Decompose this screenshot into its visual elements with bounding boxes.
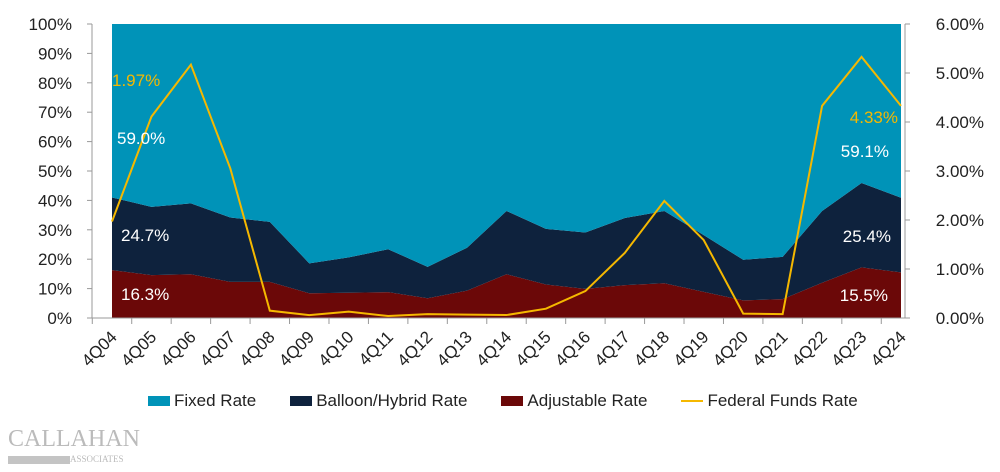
left-tick-label: 100%	[29, 15, 72, 34]
x-tick-label: 4Q24	[867, 327, 910, 370]
left-tick-label: 50%	[38, 162, 72, 181]
x-tick-label: 4Q06	[157, 327, 200, 370]
data-labels: 1.97% 59.0% 24.7% 16.3% 4.33% 59.1% 25.4…	[112, 71, 898, 305]
legend-item-fixed: Fixed Rate	[148, 391, 256, 411]
legend-swatch	[148, 396, 170, 406]
label-fed-right: 4.33%	[850, 108, 898, 127]
right-tick-label: 0.00%	[936, 309, 984, 328]
legend-label: Adjustable Rate	[527, 391, 648, 410]
logo-text: CALLAHAN	[8, 426, 140, 452]
left-tick-label: 70%	[38, 103, 72, 122]
logo-subtext: ASSOCIATES	[70, 454, 124, 464]
x-tick-label: 4Q18	[630, 327, 673, 370]
areas	[112, 24, 901, 318]
legend-item-balloon: Balloon/Hybrid Rate	[290, 391, 467, 411]
left-tick-label: 30%	[38, 221, 72, 240]
fed-funds-line-group	[111, 55, 902, 318]
left-tick-label: 10%	[38, 280, 72, 299]
area-adjustable-rate	[112, 267, 901, 318]
legend-item-fed: Federal Funds Rate	[681, 391, 858, 411]
legend-label: Federal Funds Rate	[707, 391, 858, 410]
legend-label: Balloon/Hybrid Rate	[316, 391, 468, 410]
label-fixed-left: 59.0%	[117, 129, 165, 148]
x-tick-label: 4Q07	[196, 327, 239, 370]
left-tick-label: 20%	[38, 250, 72, 269]
left-tick-label: 0%	[47, 309, 72, 328]
right-tick-label: 5.00%	[936, 64, 984, 83]
x-tick-label: 4Q20	[709, 327, 752, 370]
x-tick-label: 4Q04	[78, 327, 121, 370]
right-tick-label: 4.00%	[936, 113, 984, 132]
legend-item-adjustable: Adjustable Rate	[501, 391, 647, 411]
x-tick-label: 4Q08	[236, 327, 279, 370]
x-tick-label: 4Q09	[275, 327, 318, 370]
left-tick-label: 90%	[38, 44, 72, 63]
right-tick-label: 1.00%	[936, 260, 984, 279]
callahan-logo: CALLAHAN ASSOCIATES	[8, 425, 140, 465]
x-tick-label: 4Q13	[433, 327, 476, 370]
x-tick-label: 4Q11	[355, 327, 397, 369]
right-tick-label: 6.00%	[936, 15, 984, 34]
x-tick-label: 4Q14	[472, 327, 515, 370]
label-fixed-right: 59.1%	[841, 142, 889, 161]
label-fed-left: 1.97%	[112, 71, 160, 90]
x-tick-label: 4Q22	[788, 327, 831, 370]
legend-swatch	[681, 400, 704, 402]
legend: Fixed Rate Balloon/Hybrid Rate Adjustabl…	[148, 391, 858, 411]
area-fixed-rate	[112, 24, 901, 267]
x-tick-label: 4Q16	[551, 327, 594, 370]
x-tick-label: 4Q05	[117, 327, 160, 370]
left-tick-label: 80%	[38, 74, 72, 93]
label-balloon-right: 25.4%	[843, 227, 891, 246]
x-tick-label: 4Q17	[591, 327, 634, 370]
legend-swatch	[501, 396, 524, 406]
label-balloon-left: 24.7%	[121, 226, 169, 245]
x-tick-label: 4Q10	[315, 327, 358, 370]
legend-swatch	[290, 396, 313, 406]
x-tick-label: 4Q12	[394, 327, 437, 370]
x-tick-label: 4Q23	[828, 327, 871, 370]
right-tick-label: 3.00%	[936, 162, 984, 181]
left-tick-label: 40%	[38, 191, 72, 210]
x-tick-label: 4Q15	[512, 327, 555, 370]
legend-label: Fixed Rate	[174, 391, 257, 410]
x-tick-label: 4Q19	[670, 327, 713, 370]
x-tick-label: 4Q21	[749, 327, 792, 370]
left-tick-label: 60%	[38, 133, 72, 152]
label-adjustable-left: 16.3%	[121, 285, 169, 304]
area-balloon-hybrid-rate	[112, 183, 901, 301]
right-tick-label: 2.00%	[936, 211, 984, 230]
label-adjustable-right: 15.5%	[840, 286, 888, 305]
